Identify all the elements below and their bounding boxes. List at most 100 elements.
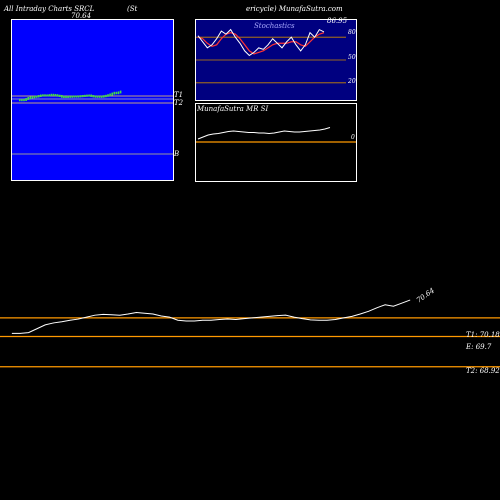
price-candle: [40, 94, 42, 97]
price-candle: [82, 95, 84, 98]
stochastics-title: Stochastics: [254, 22, 295, 30]
price-point: [169, 316, 170, 318]
price-candle: [103, 95, 105, 98]
price-point: [243, 318, 245, 319]
stochastics-slow-line: [197, 32, 325, 55]
price-point: [260, 316, 262, 318]
price-point: [185, 320, 187, 322]
price-candle: [25, 98, 27, 101]
price-candle: [37, 95, 40, 98]
price-point: [277, 315, 278, 316]
price-candle: [46, 94, 48, 97]
price-point: [19, 333, 21, 334]
price-candle: [96, 95, 99, 98]
price-point: [111, 314, 112, 316]
price-point: [310, 319, 311, 321]
price-point: [94, 314, 96, 316]
price-candle: [67, 95, 69, 98]
price-candle: [109, 93, 111, 97]
price-candle: [58, 94, 61, 97]
price-point: [152, 313, 154, 315]
price-point: [119, 314, 121, 316]
price-candle: [23, 99, 25, 102]
price-point: [127, 313, 129, 315]
price-point: [343, 317, 344, 319]
price-candle: [77, 95, 80, 98]
price-candle: [119, 90, 122, 94]
price-point: [86, 316, 87, 318]
main-line-label-e: E: 69.7: [466, 343, 492, 351]
price-candle: [75, 95, 78, 98]
mrsi-plot: [196, 127, 356, 143]
price-point: [368, 311, 369, 312]
price-candle: [21, 99, 23, 102]
price-point: [136, 312, 137, 313]
price-point: [268, 316, 270, 317]
price-panel: [11, 19, 174, 181]
price-point: [28, 332, 29, 333]
price-point: [376, 307, 378, 309]
price-point: [301, 318, 303, 319]
price-point: [69, 319, 71, 321]
level-label-t1: T1: [174, 91, 184, 99]
price-candle: [69, 95, 71, 98]
price-candle: [31, 96, 34, 99]
level-label-b: B: [174, 150, 180, 158]
price-candle: [54, 94, 57, 97]
price-point: [252, 317, 253, 319]
stochastics-tick-20: 20: [348, 78, 356, 85]
price-candle: [50, 93, 53, 97]
price-candle: [35, 95, 38, 98]
main-line-label-t2: T2: 68.92: [466, 367, 500, 375]
price-point: [144, 312, 145, 314]
mrsi-title: MunafaSutra MR SI: [197, 105, 269, 113]
price-candle: [100, 95, 103, 98]
stochastics-plot: [196, 28, 346, 84]
price-point: [210, 319, 212, 321]
price-candle: [52, 93, 55, 96]
price-candle: [71, 95, 74, 98]
price-point: [194, 320, 195, 322]
price-point: [218, 319, 220, 320]
price-point: [102, 314, 104, 315]
price-candle: [92, 95, 95, 98]
price-candle: [42, 94, 44, 97]
price-candle: [44, 94, 46, 97]
main-line-label-t1: T1: 70.18: [466, 331, 500, 339]
price-point: [401, 302, 403, 304]
price-point: [285, 314, 286, 316]
price-point: [160, 315, 162, 317]
price-point: [335, 319, 336, 320]
price-point: [177, 319, 179, 321]
stochastics-panel: Stochastics 86.95 80 50 20: [195, 17, 357, 101]
price-candle: [84, 94, 86, 97]
mrsi-tick-0: 0: [351, 134, 355, 141]
price-candle: [79, 95, 82, 98]
price-point: [78, 318, 79, 320]
stochastics-last-value: 86.95: [327, 17, 348, 25]
price-candle: [113, 91, 116, 95]
stochastics-fast-line: [197, 28, 325, 57]
price-point: [351, 316, 353, 317]
price-candle: [88, 94, 90, 97]
price-candle: [56, 94, 59, 97]
price-candle: [33, 95, 36, 99]
price-point: [235, 319, 237, 320]
price-point: [393, 305, 394, 307]
price-top-value: 70.64: [71, 12, 92, 20]
price-candle: [19, 99, 21, 102]
main-last-price-label: 70.64: [415, 286, 437, 305]
price-candle: [111, 92, 113, 96]
price-point: [326, 319, 328, 321]
level-label-t2: T2: [174, 99, 184, 107]
price-point: [409, 299, 411, 301]
header-left: All Intraday Charts SRCL: [4, 5, 95, 13]
header-middle: (St: [127, 5, 138, 13]
price-candle: [115, 91, 118, 95]
price-candle: [65, 96, 67, 98]
stochastics-tick-50: 50: [348, 54, 356, 61]
price-candle: [73, 95, 76, 98]
price-candle: [48, 94, 50, 97]
stochastics-tick-80: 80: [348, 29, 356, 36]
price-candle: [98, 95, 101, 98]
